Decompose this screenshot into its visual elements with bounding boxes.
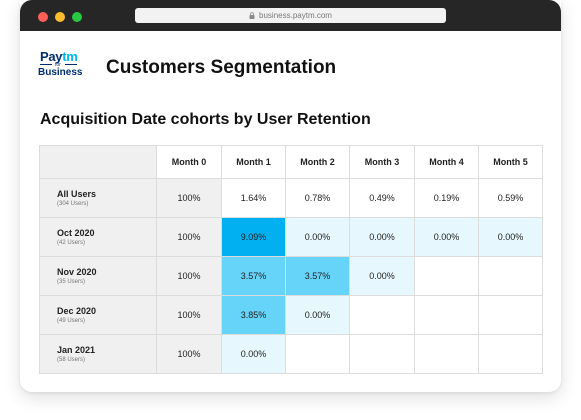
retention-cell (478, 334, 543, 374)
column-header: Month 0 (156, 145, 222, 179)
table-header-row: Month 0 Month 1 Month 2 Month 3 Month 4 … (39, 145, 543, 179)
column-header: Month 4 (414, 145, 479, 179)
logo-divider-right (65, 64, 77, 65)
retention-cell: 3.85% (221, 295, 286, 335)
table-row: Oct 2020 (42 Users) 100% 9.09% 0.00% 0.00% 0.0… (39, 217, 543, 257)
retention-cell: 0.00% (285, 217, 350, 257)
retention-cell: 1.64% (221, 178, 286, 218)
retention-cell: 0.49% (349, 178, 415, 218)
lock-icon (249, 12, 255, 19)
close-window-button[interactable] (38, 12, 48, 22)
retention-cell: 100% (156, 178, 222, 218)
cohort-row-header: All Users (304 Users) (39, 178, 157, 218)
browser-window: business.paytm.com Paytm for Business Cu… (20, 0, 561, 392)
table-row: Jan 2021 (58 Users) 100% 0.00% (39, 334, 543, 374)
cohort-user-count: (42 Users) (57, 239, 86, 246)
retention-cell: 0.00% (414, 217, 479, 257)
table-row: Dec 2020 (49 Users) 100% 3.85% 0.00% (39, 295, 543, 335)
maximize-window-button[interactable] (72, 12, 82, 22)
column-header: Month 2 (285, 145, 350, 179)
page-title: Customers Segmentation (106, 57, 337, 78)
cohort-user-count: (304 Users) (57, 200, 89, 207)
cohort-label: Nov 2020 (57, 266, 97, 277)
retention-cell: 0.78% (285, 178, 350, 218)
cohort-label: All Users (57, 188, 97, 199)
table-row: Nov 2020 (35 Users) 100% 3.57% 3.57% 0.00% (39, 256, 543, 296)
browser-titlebar: business.paytm.com (20, 0, 561, 31)
cohort-table: Month 0 Month 1 Month 2 Month 3 Month 4 … (39, 145, 543, 374)
retention-cell (349, 334, 415, 374)
cohort-row-header: Dec 2020 (49 Users) (39, 295, 157, 335)
retention-cell (285, 334, 350, 374)
retention-cell: 0.00% (349, 256, 415, 296)
address-bar[interactable]: business.paytm.com (135, 8, 446, 23)
retention-cell: 9.09% (221, 217, 286, 257)
retention-cell: 100% (156, 256, 222, 296)
retention-cell: 0.00% (349, 217, 415, 257)
retention-cell (414, 295, 479, 335)
section-title: Acquisition Date cohorts by User Retenti… (40, 111, 371, 128)
logo-wordmark: Paytm (40, 50, 78, 63)
cohort-label: Jan 2021 (57, 344, 96, 355)
table-row: All Users (304 Users) 100% 1.64% 0.78% 0.49% 0… (39, 178, 543, 218)
column-header: Month 1 (221, 145, 286, 179)
retention-cell: 0.00% (221, 334, 286, 374)
logo-business-text: Business (38, 67, 83, 78)
url-text: business.paytm.com (259, 11, 332, 20)
retention-cell: 0.59% (478, 178, 543, 218)
cohort-user-count: (49 Users) (57, 317, 86, 324)
cohort-row-header: Oct 2020 (42 Users) (39, 217, 157, 257)
retention-cell: 3.57% (221, 256, 286, 296)
retention-cell: 0.00% (285, 295, 350, 335)
column-header: Month 5 (478, 145, 543, 179)
table-corner-cell (39, 145, 157, 179)
cohort-label: Oct 2020 (57, 227, 95, 238)
retention-cell: 0.19% (414, 178, 479, 218)
retention-cell: 3.57% (285, 256, 350, 296)
retention-cell: 100% (156, 217, 222, 257)
cohort-row-header: Jan 2021 (58 Users) (39, 334, 157, 374)
retention-cell (414, 334, 479, 374)
retention-cell: 100% (156, 334, 222, 374)
cohort-row-header: Nov 2020 (35 Users) (39, 256, 157, 296)
retention-cell (478, 256, 543, 296)
cohort-user-count: (35 Users) (57, 278, 86, 285)
retention-cell (478, 295, 543, 335)
logo-pay-text: Pay (40, 49, 63, 64)
paytm-business-logo[interactable]: Paytm for Business (38, 50, 86, 80)
logo-divider-left (40, 64, 52, 65)
column-header: Month 3 (349, 145, 415, 179)
retention-cell (349, 295, 415, 335)
minimize-window-button[interactable] (55, 12, 65, 22)
cohort-user-count: (58 Users) (57, 356, 86, 363)
logo-tm-text: tm (62, 49, 78, 64)
logo-for-text: for (55, 62, 61, 68)
cohort-label: Dec 2020 (57, 305, 97, 316)
retention-cell: 0.00% (478, 217, 543, 257)
retention-cell: 100% (156, 295, 222, 335)
retention-cell (414, 256, 479, 296)
